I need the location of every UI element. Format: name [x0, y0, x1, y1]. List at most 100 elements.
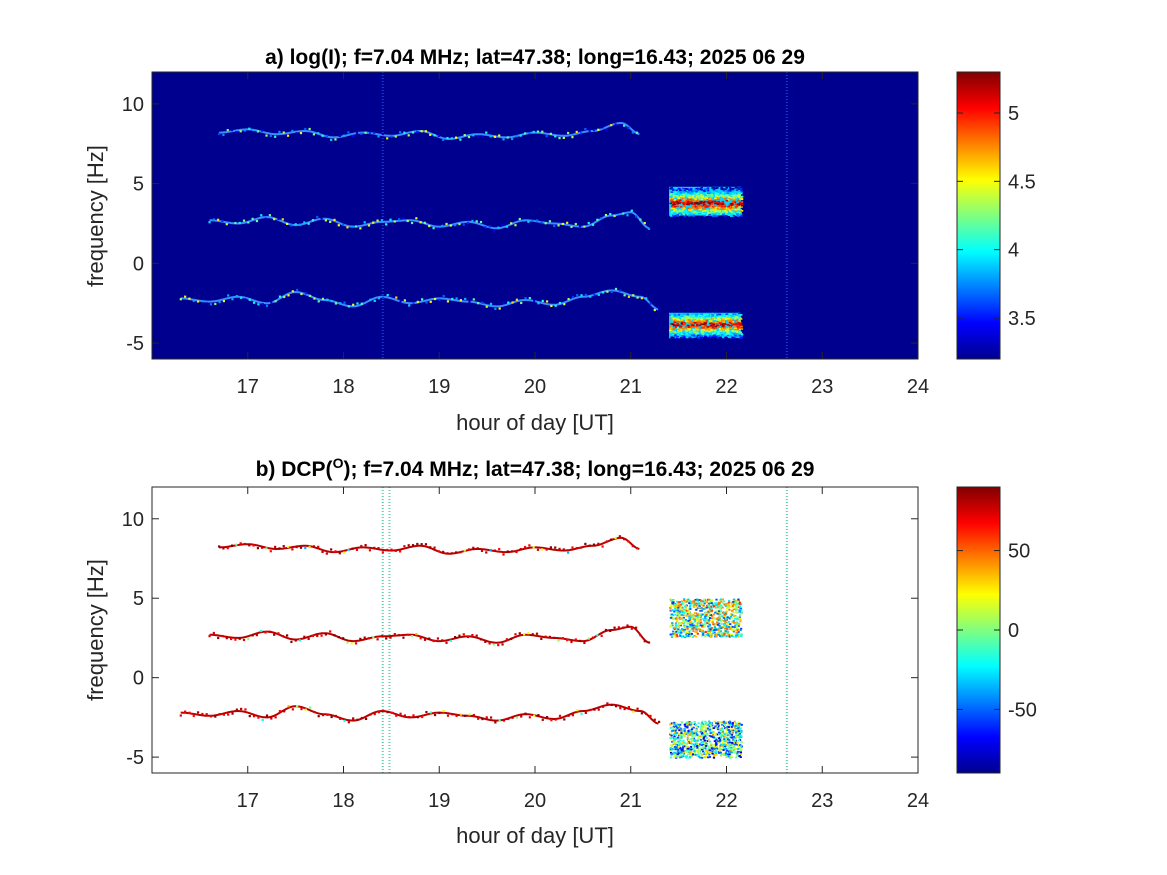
dense-block-pixel [689, 629, 692, 632]
dense-block-pixel [711, 326, 715, 329]
panel-b-plot-background [152, 487, 918, 773]
dense-block-pixel [713, 215, 717, 218]
dense-block-pixel [736, 600, 739, 603]
trace-speckle [326, 713, 329, 716]
trace-speckle [570, 225, 573, 228]
dense-block-pixel [695, 740, 698, 743]
dense-block-pixel [731, 609, 734, 612]
dense-block-pixel [699, 316, 703, 318]
dense-block-pixel [722, 189, 726, 192]
dense-block-pixel [678, 749, 681, 751]
dense-block-pixel [704, 723, 707, 726]
dense-block-pixel [688, 723, 691, 726]
trace-speckle [537, 714, 540, 717]
dense-block-pixel [731, 722, 735, 724]
trace-speckle [201, 712, 204, 716]
dense-block-pixel [736, 338, 739, 340]
trace-speckle [494, 721, 497, 724]
dense-block-pixel [687, 739, 691, 742]
trace-speckle [377, 711, 381, 714]
dense-block-pixel [669, 747, 672, 749]
dense-block-pixel [695, 604, 698, 607]
trace-speckle [505, 225, 508, 228]
dense-block-pixel [689, 634, 692, 637]
trace-speckle [234, 221, 237, 225]
dense-block-pixel [720, 187, 723, 189]
trace-speckle [364, 131, 367, 134]
dense-block-pixel [736, 213, 739, 215]
dense-block-pixel [699, 193, 703, 196]
dense-block-pixel [713, 735, 716, 738]
trace-speckle [420, 543, 423, 546]
dense-block-pixel [692, 747, 695, 750]
dense-block-pixel [672, 332, 676, 335]
dense-block-pixel [720, 753, 723, 756]
dense-block-pixel [731, 741, 734, 744]
dense-block-pixel [716, 610, 719, 612]
dense-block-pixel [719, 330, 722, 332]
dense-block-pixel [725, 624, 728, 627]
trace-speckle [657, 307, 661, 310]
dense-block-pixel [679, 635, 682, 637]
dense-block-pixel [736, 725, 739, 728]
dense-block-pixel [707, 621, 711, 624]
dense-block-pixel [702, 613, 706, 616]
dense-block-pixel [723, 314, 726, 317]
panel-a-ylabel: frequency [Hz] [83, 145, 108, 287]
dense-block-pixel [691, 195, 694, 197]
dense-block-pixel [689, 612, 692, 615]
dense-block-pixel [702, 747, 705, 749]
dense-block-pixel [682, 200, 686, 203]
dense-block-pixel [701, 329, 704, 331]
dense-block-pixel [680, 737, 683, 739]
dense-block-pixel [736, 755, 739, 757]
trace-speckle [479, 638, 483, 641]
dense-block-pixel [720, 188, 724, 191]
dense-block-pixel [718, 205, 721, 208]
dense-block-pixel [740, 740, 743, 743]
trace-speckle [317, 132, 320, 135]
dense-block-pixel [715, 733, 719, 736]
dense-block-pixel [732, 603, 735, 606]
dense-block-pixel [740, 723, 743, 726]
dense-block-pixel [734, 208, 737, 211]
dense-block-pixel [714, 750, 718, 753]
dense-block-pixel [718, 614, 721, 617]
dense-block-pixel [709, 628, 712, 631]
dense-block-pixel [688, 611, 691, 613]
dense-block-pixel [676, 600, 679, 603]
dense-block-pixel [690, 210, 693, 213]
colorbar-tick-label: 5 [1008, 103, 1019, 125]
trace-speckle [424, 130, 428, 133]
dense-block-pixel [673, 211, 677, 213]
trace-speckle [294, 639, 297, 642]
dense-block-pixel [686, 191, 690, 194]
dense-block-pixel [677, 625, 680, 628]
dense-block-pixel [712, 188, 716, 191]
dense-block-pixel [679, 629, 682, 632]
trace-speckle [566, 221, 569, 224]
dense-block-pixel [730, 324, 734, 326]
dense-block-pixel [694, 753, 697, 756]
dense-block-pixel [728, 608, 731, 611]
dense-block-pixel [733, 201, 737, 203]
dense-block-pixel [676, 614, 679, 617]
dense-block-pixel [677, 319, 681, 321]
dense-block-pixel [713, 314, 717, 316]
trace-speckle [618, 535, 621, 538]
trace-speckle [390, 548, 393, 551]
dense-block-pixel [727, 755, 730, 758]
dense-block-pixel [690, 325, 693, 328]
dense-block-pixel [702, 753, 705, 755]
dense-block-pixel [724, 330, 728, 332]
dense-block-pixel [687, 327, 691, 330]
dense-block-pixel [684, 320, 688, 323]
dense-block-pixel [692, 624, 695, 627]
dense-block-pixel [729, 188, 733, 190]
dense-block-pixel [669, 202, 672, 205]
dense-block-pixel [724, 334, 728, 336]
dense-block-pixel [732, 330, 735, 333]
dense-block-pixel [673, 723, 676, 726]
trace-speckle [437, 134, 440, 137]
dense-block-pixel [685, 194, 688, 197]
